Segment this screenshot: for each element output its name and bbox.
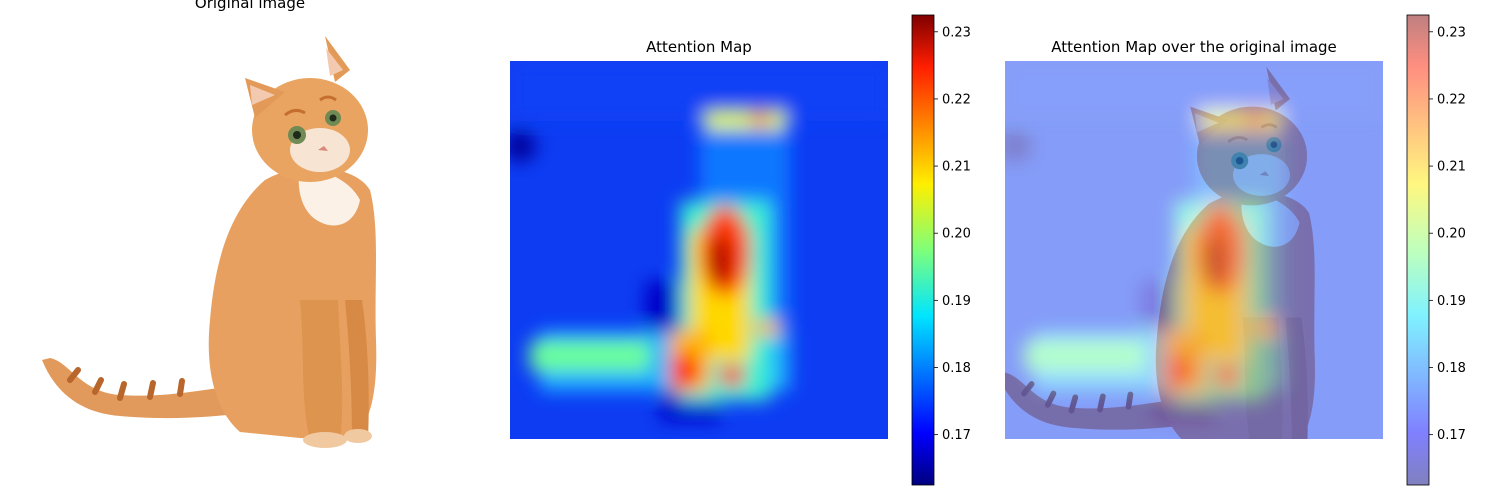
colorbar-tick-label: 0.21 — [1437, 160, 1466, 175]
colorbar-tick-label: 0.22 — [1437, 92, 1466, 107]
colorbar-tick-label: 0.18 — [1437, 361, 1466, 376]
colorbar-ticks: 0.17 0.18 0.19 0.20 0.21 0.22 0.23 — [934, 25, 971, 443]
colorbar-tick-label: 0.17 — [1437, 428, 1466, 443]
cat-photo — [42, 36, 376, 448]
colorbar-gradient-faded — [1407, 15, 1429, 485]
colorbar-tick-label: 0.22 — [942, 92, 971, 107]
original-image-title: Original image — [195, 0, 305, 12]
colorbar-tick-label: 0.21 — [942, 160, 971, 175]
colorbar-tick-label: 0.18 — [942, 361, 971, 376]
colorbar-tick-label: 0.19 — [942, 294, 971, 309]
colorbar-tick-label: 0.19 — [1437, 294, 1466, 309]
overlay-title: Attention Map over the original image — [1051, 38, 1337, 56]
colorbar-ticks: 0.17 0.18 0.19 0.20 0.21 0.22 0.23 — [1429, 25, 1466, 443]
panel-attention-map: Attention Map — [504, 38, 888, 439]
overlay-image — [1005, 61, 1383, 439]
colorbar-tick-label: 0.20 — [942, 227, 971, 242]
panel-overlay: Attention Map over the original image — [1005, 38, 1383, 439]
colorbar-tick-label: 0.23 — [942, 25, 971, 40]
attention-map-title: Attention Map — [646, 38, 752, 56]
panel-original-image: Original image — [42, 0, 376, 448]
colorbar-gradient — [911, 14, 935, 486]
colorbar-tick-label: 0.23 — [1437, 25, 1466, 40]
colorbar-tick-label: 0.17 — [942, 428, 971, 443]
colorbar-overlay: 0.17 0.18 0.19 0.20 0.21 0.22 0.23 — [1406, 14, 1466, 486]
attention-heatmap — [504, 61, 888, 439]
colorbar-tick-label: 0.20 — [1437, 227, 1466, 242]
colorbar-attention-map: 0.17 0.18 0.19 0.20 0.21 0.22 0.23 — [911, 14, 971, 486]
